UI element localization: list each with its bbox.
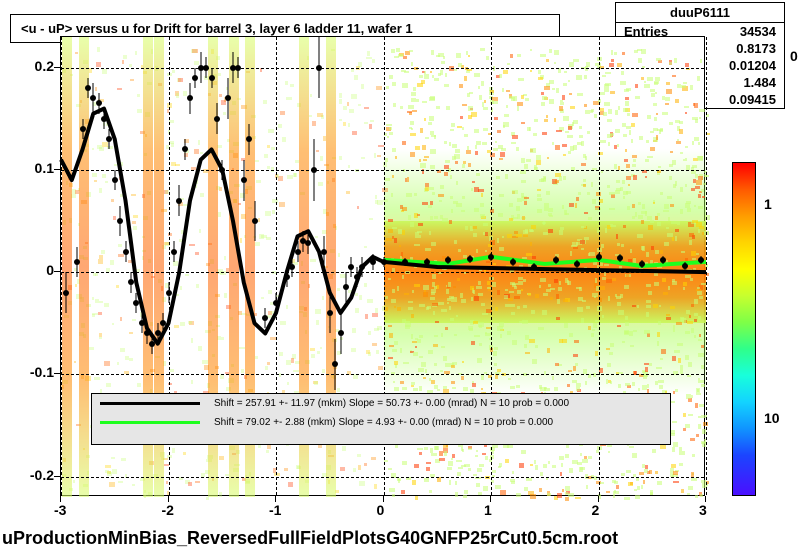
data-point <box>553 257 559 263</box>
grid-v <box>706 37 707 495</box>
data-point <box>445 257 451 263</box>
data-point <box>123 249 129 255</box>
legend-swatch <box>100 402 200 405</box>
data-point <box>225 95 231 101</box>
data-point <box>348 264 354 270</box>
data-point <box>574 261 580 267</box>
stats-name: duuP6111 <box>616 3 784 23</box>
data-point <box>182 146 188 152</box>
data-point <box>241 177 247 183</box>
data-point <box>343 284 349 290</box>
y-tick-label: 0.1 <box>35 160 54 176</box>
data-point <box>359 264 365 270</box>
colorbar-tick-label: 10 <box>764 410 780 426</box>
data-point <box>295 249 301 255</box>
stats-entries: 34534 <box>740 24 776 39</box>
y-tick-label: 0.2 <box>35 58 54 74</box>
data-point <box>510 259 516 265</box>
data-point <box>209 75 215 81</box>
colorbar <box>732 162 756 496</box>
y-tick-label: -0.1 <box>30 364 54 380</box>
y-tick-label: -0.2 <box>30 467 54 483</box>
data-point <box>698 257 704 263</box>
data-point <box>96 100 102 106</box>
data-point <box>596 254 602 260</box>
x-tick-label: 3 <box>699 502 707 518</box>
x-tick-label: 0 <box>377 502 385 518</box>
data-point <box>139 320 145 326</box>
data-point <box>133 300 139 306</box>
legend-row: Shift = 257.91 +- 11.97 (mkm) Slope = 50… <box>92 394 670 413</box>
stats-meany: 0.01204 <box>729 58 776 73</box>
data-point <box>85 85 91 91</box>
data-point <box>316 65 322 71</box>
data-point <box>262 315 268 321</box>
data-point <box>214 116 220 122</box>
data-point <box>273 300 279 306</box>
x-tick-label: 2 <box>592 502 600 518</box>
data-point <box>63 290 69 296</box>
colorbar-tick-label: 1 <box>764 196 772 212</box>
plot-title: <u - uP> versus u for Drift for barrel 3… <box>21 21 413 36</box>
data-point <box>338 330 344 336</box>
x-tick-label: 1 <box>484 502 492 518</box>
data-point <box>682 263 688 269</box>
plot-area: Shift = 257.91 +- 11.97 (mkm) Slope = 50… <box>60 36 705 496</box>
data-point <box>660 257 666 263</box>
y-tick-label: 0 <box>46 262 54 278</box>
legend-row: Shift = 79.02 +- 2.88 (mkm) Slope = 4.93… <box>92 413 670 432</box>
data-point <box>155 330 161 336</box>
data-point <box>327 310 333 316</box>
data-point <box>488 254 494 260</box>
data-point <box>354 274 360 280</box>
data-point <box>289 264 295 270</box>
legend-text: Shift = 79.02 +- 2.88 (mkm) Slope = 4.93… <box>214 417 553 428</box>
data-point <box>617 255 623 261</box>
data-point <box>531 264 537 270</box>
data-point <box>112 177 118 183</box>
data-point <box>187 95 193 101</box>
data-point <box>332 361 338 367</box>
data-point <box>144 330 150 336</box>
data-point <box>381 259 387 265</box>
data-point <box>219 167 225 173</box>
data-point <box>246 136 252 142</box>
footer-filename: uProductionMinBias_ReversedFullFieldPlot… <box>2 528 618 549</box>
data-point <box>149 341 155 347</box>
x-tick-label: -1 <box>269 502 281 518</box>
stats-meanx: 0.8173 <box>736 41 776 56</box>
data-point <box>106 136 112 142</box>
data-point <box>252 218 258 224</box>
data-point <box>128 279 134 285</box>
data-point <box>284 274 290 280</box>
stats-rmsy: 0.09415 <box>729 92 776 107</box>
data-point <box>74 259 80 265</box>
fit-legend: Shift = 257.91 +- 11.97 (mkm) Slope = 50… <box>91 393 671 445</box>
x-tick-label: -3 <box>54 502 66 518</box>
stray-glyph: 0 <box>790 48 798 64</box>
data-point <box>402 259 408 265</box>
data-point <box>80 126 86 132</box>
legend-swatch <box>100 421 200 424</box>
data-point <box>166 290 172 296</box>
data-point <box>467 256 473 262</box>
data-point <box>235 65 241 71</box>
data-point <box>101 116 107 122</box>
data-point <box>639 261 645 267</box>
data-point <box>176 198 182 204</box>
stats-rmsx: 1.484 <box>743 75 776 90</box>
data-point <box>90 95 96 101</box>
data-point <box>160 320 166 326</box>
data-point <box>311 167 317 173</box>
data-point <box>424 259 430 265</box>
legend-text: Shift = 257.91 +- 11.97 (mkm) Slope = 50… <box>214 398 569 409</box>
data-point <box>305 240 311 246</box>
data-point <box>370 259 376 265</box>
x-tick-label: -2 <box>162 502 174 518</box>
data-point <box>321 249 327 255</box>
data-point <box>203 65 209 71</box>
data-point <box>117 218 123 224</box>
data-point <box>171 249 177 255</box>
data-point <box>192 75 198 81</box>
